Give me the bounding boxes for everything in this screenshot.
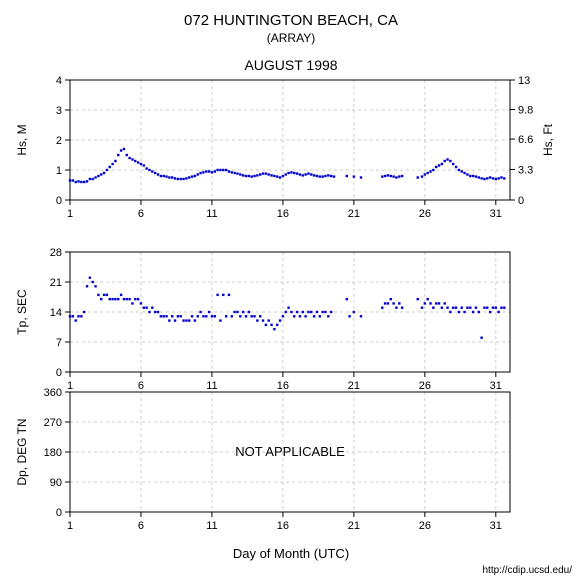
- svg-text:21: 21: [348, 380, 360, 392]
- charts-svg: 0123403.36.69.813Hs, Ft161116212631Hs, M…: [0, 0, 582, 581]
- svg-text:6: 6: [138, 520, 144, 532]
- x-axis-label: Day of Month (UTC): [0, 546, 582, 561]
- svg-text:6: 6: [138, 208, 144, 220]
- svg-text:7: 7: [56, 337, 62, 349]
- svg-text:3.3: 3.3: [518, 165, 533, 177]
- svg-text:1: 1: [67, 208, 73, 220]
- svg-text:9.8: 9.8: [518, 105, 533, 117]
- svg-text:2: 2: [56, 135, 62, 147]
- svg-text:0: 0: [56, 367, 62, 379]
- svg-text:270: 270: [44, 417, 62, 429]
- svg-text:16: 16: [277, 520, 289, 532]
- svg-text:16: 16: [277, 208, 289, 220]
- svg-text:0: 0: [56, 195, 62, 207]
- svg-text:Tp, SEC: Tp, SEC: [15, 289, 29, 335]
- svg-text:11: 11: [206, 208, 217, 220]
- svg-text:21: 21: [348, 520, 360, 532]
- svg-text:31: 31: [490, 208, 502, 220]
- svg-text:14: 14: [50, 307, 62, 319]
- svg-text:90: 90: [50, 477, 62, 489]
- svg-text:21: 21: [50, 277, 62, 289]
- svg-text:31: 31: [490, 520, 502, 532]
- svg-text:1: 1: [67, 380, 73, 392]
- svg-text:0: 0: [518, 195, 524, 207]
- svg-text:360: 360: [44, 387, 62, 399]
- svg-text:26: 26: [419, 380, 431, 392]
- svg-text:0: 0: [56, 507, 62, 519]
- footer-url: http://cdip.ucsd.edu/: [482, 565, 572, 576]
- svg-text:Hs, Ft: Hs, Ft: [541, 123, 555, 156]
- svg-text:4: 4: [56, 75, 62, 87]
- svg-text:26: 26: [419, 208, 431, 220]
- svg-text:Dp, DEG TN: Dp, DEG TN: [15, 418, 29, 485]
- svg-text:1: 1: [56, 165, 62, 177]
- svg-text:13: 13: [518, 75, 530, 87]
- svg-text:NOT APPLICABLE: NOT APPLICABLE: [235, 444, 345, 459]
- svg-text:11: 11: [206, 380, 217, 392]
- svg-text:11: 11: [206, 520, 217, 532]
- svg-text:28: 28: [50, 247, 62, 259]
- chart-container: 072 HUNTINGTON BEACH, CA (ARRAY) AUGUST …: [0, 0, 582, 581]
- svg-text:Hs, M: Hs, M: [15, 124, 29, 155]
- svg-text:21: 21: [348, 208, 360, 220]
- svg-text:1: 1: [67, 520, 73, 532]
- svg-text:6: 6: [138, 380, 144, 392]
- svg-text:6.6: 6.6: [518, 134, 533, 146]
- svg-text:31: 31: [490, 380, 502, 392]
- svg-text:16: 16: [277, 380, 289, 392]
- svg-text:26: 26: [419, 520, 431, 532]
- svg-text:3: 3: [56, 105, 62, 117]
- svg-text:180: 180: [44, 447, 62, 459]
